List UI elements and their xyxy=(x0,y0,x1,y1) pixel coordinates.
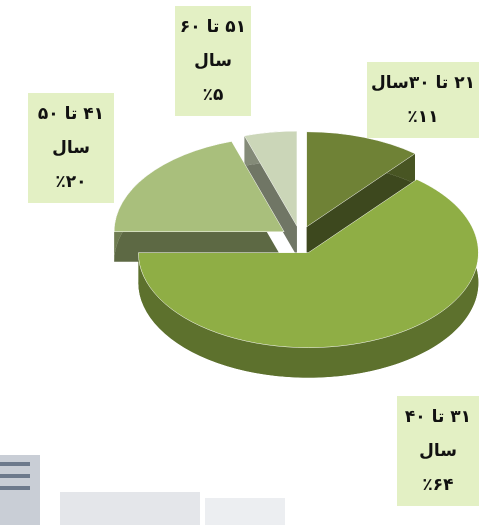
category-label: ۴۱ تا ۵۰ سال xyxy=(37,104,105,158)
data-label: ۲۱ تا ۳۰سال ٪۱۱ xyxy=(367,62,479,138)
slice xyxy=(244,130,298,228)
value-label: ٪۲۰ xyxy=(55,172,87,192)
data-label: ۳۱ تا ۴۰ سال ٪۶۴ xyxy=(397,396,479,506)
category-label: ۳۱ تا ۴۰ سال xyxy=(404,407,472,461)
value-label: ٪۱۱ xyxy=(407,107,439,127)
building-decoration xyxy=(0,455,285,525)
category-label: ۲۱ تا ۳۰سال xyxy=(371,73,475,93)
value-label: ٪۵ xyxy=(202,85,224,105)
value-label: ٪۶۴ xyxy=(422,475,454,495)
category-label: ۵۱ تا ۶۰ سال xyxy=(179,17,247,71)
data-label: ۴۱ تا ۵۰ سال ٪۲۰ xyxy=(28,93,114,203)
data-label: ۵۱ تا ۶۰ سال ٪۵ xyxy=(175,6,251,116)
slice xyxy=(113,141,285,233)
slice xyxy=(138,179,479,348)
slice xyxy=(306,131,416,228)
